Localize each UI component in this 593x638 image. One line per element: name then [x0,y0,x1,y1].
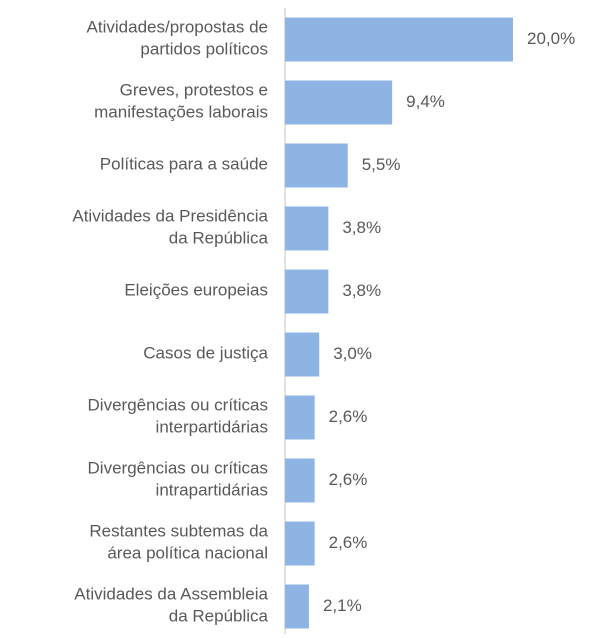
category-label-line: Políticas para a saúde [100,155,268,174]
bar [285,206,329,251]
category-label: Restantes subtemas da área política nacio… [89,522,268,563]
category-label-line: Restantes subtemas da [89,522,268,541]
category-label: Políticas para a saúde [100,155,268,174]
category-label: Atividades da Assembleia da República [74,585,268,626]
category-label: Atividades/propostas de partidos político… [87,18,268,59]
data-label: 9,4% [406,92,445,111]
category-label-line: Eleições europeias [124,281,268,300]
data-label: 3,0% [333,344,372,363]
category-label-line: partidos políticos [140,40,268,59]
category-label: Divergências ou críticas intrapartidárias [88,459,268,500]
bar [285,458,315,503]
bar [285,143,348,188]
category-label: Divergências ou críticas interpartidárias [88,396,268,437]
category-label-line: Divergências ou críticas [88,459,268,478]
category-label-line: Greves, protestos e [120,81,268,100]
bar [285,17,513,62]
data-label: 2,6% [329,533,368,552]
category-label-line: intrapartidárias [156,481,268,500]
category-label-line: da República [169,229,269,248]
bar [285,395,315,440]
category-label-line: área política nacional [107,544,268,563]
category-label-line: Atividades/propostas de [87,18,268,37]
data-label: 3,8% [342,281,381,300]
category-label-line: Casos de justiça [143,344,268,363]
bar [285,332,320,377]
bar [285,80,393,125]
category-label-line: da República [169,607,269,626]
category-label-line: Atividades da Assembleia [74,585,268,604]
bar [285,521,315,566]
data-label: 20,0% [527,29,575,48]
data-label: 3,8% [342,218,381,237]
data-label: 2,1% [323,596,362,615]
data-label: 5,5% [362,155,401,174]
category-label: Atividades da Presidência da República [72,207,268,248]
category-label-line: Divergências ou críticas [88,396,268,415]
bar [285,584,309,629]
bar [285,269,329,314]
category-label: Greves, protestos e manifestações laborai… [94,81,268,122]
category-label-line: Atividades da Presidência [72,207,268,226]
category-label-line: interpartidárias [156,418,268,437]
category-label: Eleições europeias [124,281,268,300]
category-label-line: manifestações laborais [94,103,268,122]
category-label: Casos de justiça [143,344,268,363]
data-label: 2,6% [329,407,368,426]
data-label: 2,6% [329,470,368,489]
